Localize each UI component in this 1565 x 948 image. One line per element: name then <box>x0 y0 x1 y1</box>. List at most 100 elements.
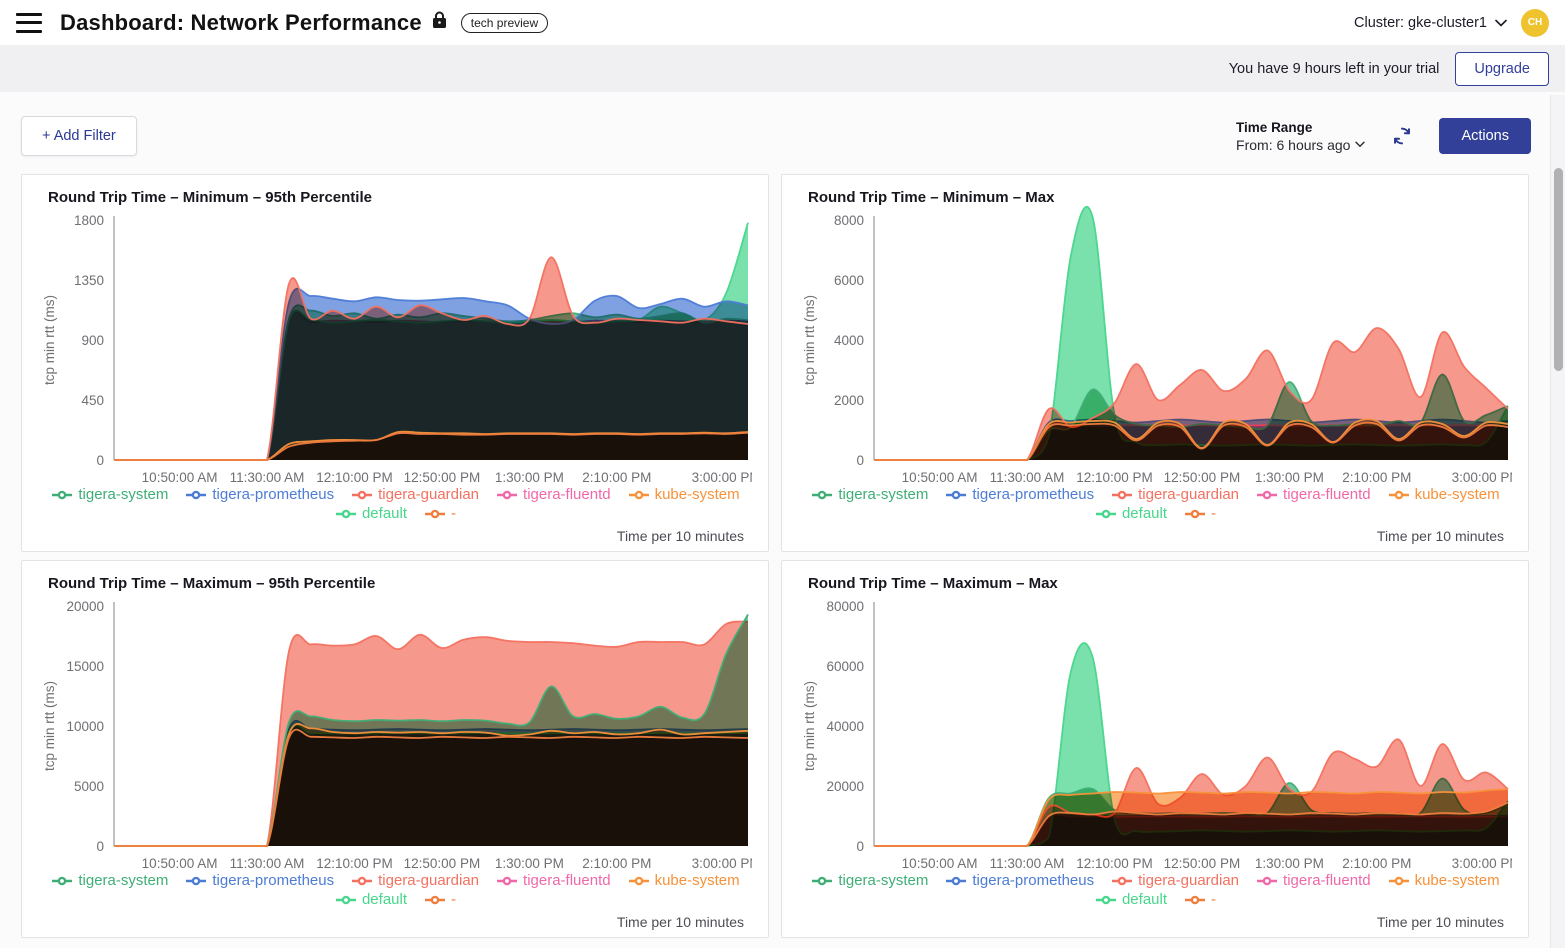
legend-marker-icon <box>186 876 207 885</box>
legend-item-tigera-system[interactable]: tigera-system <box>812 486 928 503</box>
cluster-selector-label: Cluster: gke-cluster1 <box>1354 14 1487 31</box>
toolbar: + Add Filter Time Range From: 6 hours ag… <box>21 114 1531 158</box>
time-range-title: Time Range <box>1236 119 1313 135</box>
legend-item-kube-system[interactable]: kube-system <box>1388 486 1500 503</box>
area-series-- <box>114 432 748 460</box>
legend-item-tigera-prometheus[interactable]: tigera-prometheus <box>946 486 1094 503</box>
legend-label: kube-system <box>1414 486 1500 503</box>
legend-item-default[interactable]: default <box>335 505 408 522</box>
x-tick-label: 12:10:00 PM <box>1076 856 1153 870</box>
y-tick-label: 6000 <box>834 273 864 288</box>
legend-label: default <box>361 891 408 908</box>
x-tick-label: 10:50:00 AM <box>902 856 978 870</box>
chart-title: Round Trip Time – Minimum – Max <box>808 189 1055 206</box>
y-tick-label: 1800 <box>74 213 104 228</box>
legend-item--[interactable]: - <box>425 505 456 522</box>
y-tick-label: 80000 <box>826 599 864 614</box>
y-tick-label: 1350 <box>74 273 104 288</box>
y-tick-label: 450 <box>81 393 104 408</box>
area-series-tigera-guardian <box>114 257 748 460</box>
chart-plot-0: 0 450 900 1350 1800 tcp min rtt (ms) 10:50:00 … <box>42 213 752 484</box>
legend-item-kube-system[interactable]: kube-system <box>1388 872 1500 889</box>
legend-label: tigera-prometheus <box>212 872 335 889</box>
legend-item-default[interactable]: default <box>335 891 408 908</box>
legend-item-tigera-system[interactable]: tigera-system <box>52 872 168 889</box>
x-tick-label: 3:00:00 PM <box>692 856 752 870</box>
legend-item-tigera-fluentd[interactable]: tigera-fluentd <box>497 486 611 503</box>
legend-label: default <box>361 505 408 522</box>
scrollbar-thumb[interactable] <box>1554 168 1563 371</box>
legend-marker-icon <box>1185 895 1206 904</box>
y-tick-label: 0 <box>856 453 864 468</box>
legend-item-tigera-guardian[interactable]: tigera-guardian <box>1112 486 1239 503</box>
legend-item--[interactable]: - <box>1185 891 1216 908</box>
refresh-button[interactable] <box>1391 125 1413 147</box>
legend-item-tigera-prometheus[interactable]: tigera-prometheus <box>186 872 334 889</box>
legend-item-tigera-prometheus[interactable]: tigera-prometheus <box>946 872 1094 889</box>
x-tick-label: 12:50:00 PM <box>404 470 481 484</box>
y-tick-label: 20000 <box>826 779 864 794</box>
upgrade-button[interactable]: Upgrade <box>1455 51 1549 86</box>
chart-plot-1: 0 2000 4000 6000 8000 tcp min rtt (ms) 10:50:0… <box>802 206 1512 484</box>
x-tick-label: 2:10:00 PM <box>582 856 651 870</box>
legend-row: default - <box>335 505 456 522</box>
add-filter-button[interactable]: + Add Filter <box>21 116 137 156</box>
chart-legend: tigera-system tigera-prometheus tigera-gua… <box>796 872 1516 908</box>
y-axis-label: tcp min rtt (ms) <box>42 295 57 385</box>
refresh-icon <box>1394 127 1411 145</box>
legend-item-kube-system[interactable]: kube-system <box>628 486 740 503</box>
legend-item-tigera-system[interactable]: tigera-system <box>812 872 928 889</box>
x-tick-label: 11:30:00 AM <box>230 470 305 484</box>
y-tick-label: 15000 <box>66 659 104 674</box>
y-axis-label: tcp min rtt (ms) <box>42 681 57 771</box>
legend-marker-icon <box>812 490 833 499</box>
legend-item--[interactable]: - <box>425 891 456 908</box>
chart-panel-2: Round Trip Time – Maximum – 95th Percent… <box>21 560 769 938</box>
y-tick-label: 2000 <box>834 393 864 408</box>
legend-label: default <box>1121 505 1168 522</box>
legend-marker-icon <box>497 490 518 499</box>
legend-item-tigera-guardian[interactable]: tigera-guardian <box>352 486 479 503</box>
line-series-- <box>874 801 1509 847</box>
legend-item-tigera-prometheus[interactable]: tigera-prometheus <box>186 486 334 503</box>
time-range-selector[interactable]: From: 6 hours ago <box>1236 137 1366 153</box>
legend-label: - <box>451 891 457 908</box>
legend-item-tigera-guardian[interactable]: tigera-guardian <box>1112 872 1239 889</box>
legend-item-default[interactable]: default <box>1095 505 1168 522</box>
legend-label: kube-system <box>1414 872 1500 889</box>
x-axis-label: Time per 10 minutes <box>1376 528 1504 544</box>
trial-banner: You have 9 hours left in your trial Upgr… <box>0 45 1565 92</box>
chart-title: Round Trip Time – Maximum – Max <box>808 575 1058 592</box>
charts-grid: Round Trip Time – Minimum – 95th Percent… <box>21 174 1531 938</box>
legend-item-tigera-fluentd[interactable]: tigera-fluentd <box>1257 872 1371 889</box>
legend-item-tigera-fluentd[interactable]: tigera-fluentd <box>1257 486 1371 503</box>
actions-button[interactable]: Actions <box>1439 118 1531 154</box>
legend-marker-icon <box>497 876 518 885</box>
legend-item--[interactable]: - <box>1185 505 1216 522</box>
x-tick-label: 1:30:00 PM <box>1255 856 1324 870</box>
cluster-selector[interactable]: Cluster: gke-cluster1 <box>1354 15 1507 31</box>
legend-item-kube-system[interactable]: kube-system <box>628 872 740 889</box>
x-tick-label: 12:50:00 PM <box>1164 856 1241 870</box>
avatar[interactable]: CH <box>1521 8 1549 37</box>
legend-label: tigera-system <box>78 486 169 503</box>
legend-item-tigera-guardian[interactable]: tigera-guardian <box>352 872 479 889</box>
legend-label: tigera-guardian <box>1138 872 1240 889</box>
y-axis-label: tcp min rtt (ms) <box>802 295 817 385</box>
hamburger-menu-icon[interactable] <box>16 12 42 33</box>
line-series-- <box>114 431 749 461</box>
legend-item-tigera-system[interactable]: tigera-system <box>52 486 168 503</box>
x-tick-label: 11:30:00 AM <box>990 470 1065 484</box>
legend-label: tigera-system <box>838 872 929 889</box>
legend-marker-icon <box>186 490 207 499</box>
legend-label: tigera-prometheus <box>212 486 335 503</box>
legend-label: tigera-prometheus <box>972 486 1095 503</box>
x-axis-label: Time per 10 minutes <box>616 914 744 930</box>
legend-marker-icon <box>1388 490 1409 499</box>
x-tick-label: 10:50:00 AM <box>142 470 218 484</box>
x-tick-label: 3:00:00 PM <box>1452 856 1512 870</box>
vertical-scrollbar[interactable] <box>1550 95 1565 948</box>
legend-item-default[interactable]: default <box>1095 891 1167 908</box>
legend-item-tigera-fluentd[interactable]: tigera-fluentd <box>497 872 611 889</box>
legend-marker-icon <box>1257 490 1278 499</box>
